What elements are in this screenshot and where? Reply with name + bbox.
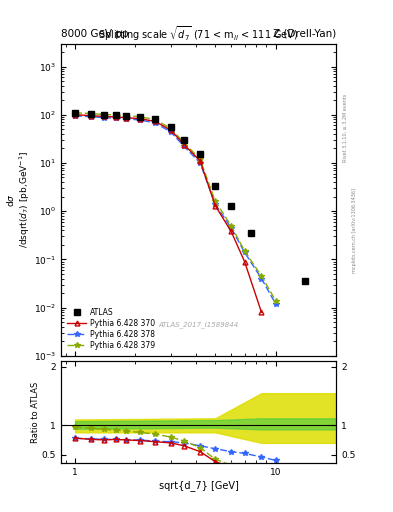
ATLAS xyxy=(124,113,129,119)
ATLAS xyxy=(169,124,173,131)
Text: mcplots.cern.ch [arXiv:1306.3436]: mcplots.cern.ch [arXiv:1306.3436] xyxy=(352,188,357,273)
ATLAS xyxy=(102,112,107,118)
Text: 8000 GeV pp: 8000 GeV pp xyxy=(61,29,129,39)
ATLAS xyxy=(137,114,142,120)
Text: ATLAS_2017_I1589844: ATLAS_2017_I1589844 xyxy=(158,321,239,328)
Legend: ATLAS, Pythia 6.428 370, Pythia 6.428 378, Pythia 6.428 379: ATLAS, Pythia 6.428 370, Pythia 6.428 37… xyxy=(65,306,157,352)
ATLAS xyxy=(303,279,307,285)
Y-axis label: Ratio to ATLAS: Ratio to ATLAS xyxy=(31,381,40,443)
ATLAS xyxy=(248,230,253,236)
Title: Splitting scale $\sqrt{d_7}$ (71 < m$_{ll}$ < 111 GeV): Splitting scale $\sqrt{d_7}$ (71 < m$_{l… xyxy=(98,25,299,44)
ATLAS xyxy=(182,137,187,143)
ATLAS xyxy=(114,112,118,118)
Text: Z (Drell-Yan): Z (Drell-Yan) xyxy=(273,29,336,39)
ATLAS xyxy=(198,152,202,158)
X-axis label: sqrt{d_7} [GeV]: sqrt{d_7} [GeV] xyxy=(158,480,239,491)
Text: Rivet 3.1.10, ≥ 3.2M events: Rivet 3.1.10, ≥ 3.2M events xyxy=(343,94,348,162)
Y-axis label: d$\sigma$
/dsqrt($d_7$) [pb,GeV$^{-1}$]: d$\sigma$ /dsqrt($d_7$) [pb,GeV$^{-1}$] xyxy=(5,151,32,248)
ATLAS xyxy=(73,110,77,116)
ATLAS xyxy=(88,111,93,117)
Line: ATLAS: ATLAS xyxy=(72,110,308,285)
ATLAS xyxy=(213,183,218,189)
ATLAS xyxy=(152,116,157,122)
ATLAS xyxy=(229,203,233,209)
